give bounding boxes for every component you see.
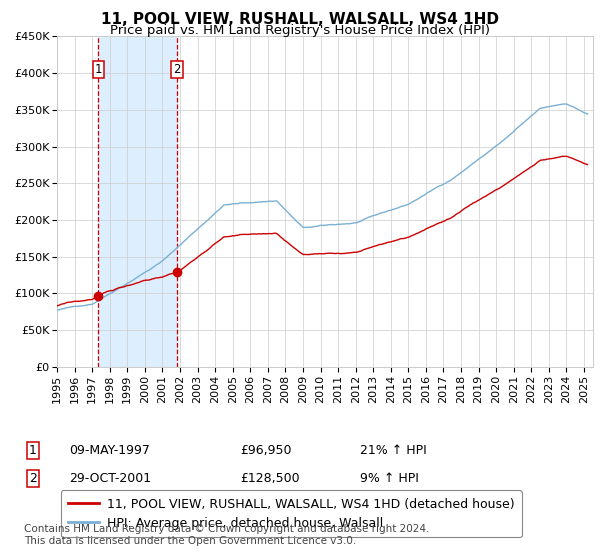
Text: Contains HM Land Registry data © Crown copyright and database right 2024.
This d: Contains HM Land Registry data © Crown c… [24, 524, 430, 546]
Text: 11, POOL VIEW, RUSHALL, WALSALL, WS4 1HD: 11, POOL VIEW, RUSHALL, WALSALL, WS4 1HD [101, 12, 499, 27]
Text: 21% ↑ HPI: 21% ↑ HPI [360, 444, 427, 458]
Text: £128,500: £128,500 [240, 472, 299, 486]
Legend: 11, POOL VIEW, RUSHALL, WALSALL, WS4 1HD (detached house), HPI: Average price, d: 11, POOL VIEW, RUSHALL, WALSALL, WS4 1HD… [61, 490, 522, 537]
Text: 1: 1 [95, 63, 102, 76]
Text: Price paid vs. HM Land Registry's House Price Index (HPI): Price paid vs. HM Land Registry's House … [110, 24, 490, 37]
Bar [98, 36, 177, 367]
Text: 2: 2 [29, 472, 37, 486]
Text: 29-OCT-2001: 29-OCT-2001 [69, 472, 151, 486]
Text: 09-MAY-1997: 09-MAY-1997 [69, 444, 150, 458]
Text: 2: 2 [173, 63, 181, 76]
Text: £96,950: £96,950 [240, 444, 292, 458]
Text: 9% ↑ HPI: 9% ↑ HPI [360, 472, 419, 486]
Text: 1: 1 [29, 444, 37, 458]
